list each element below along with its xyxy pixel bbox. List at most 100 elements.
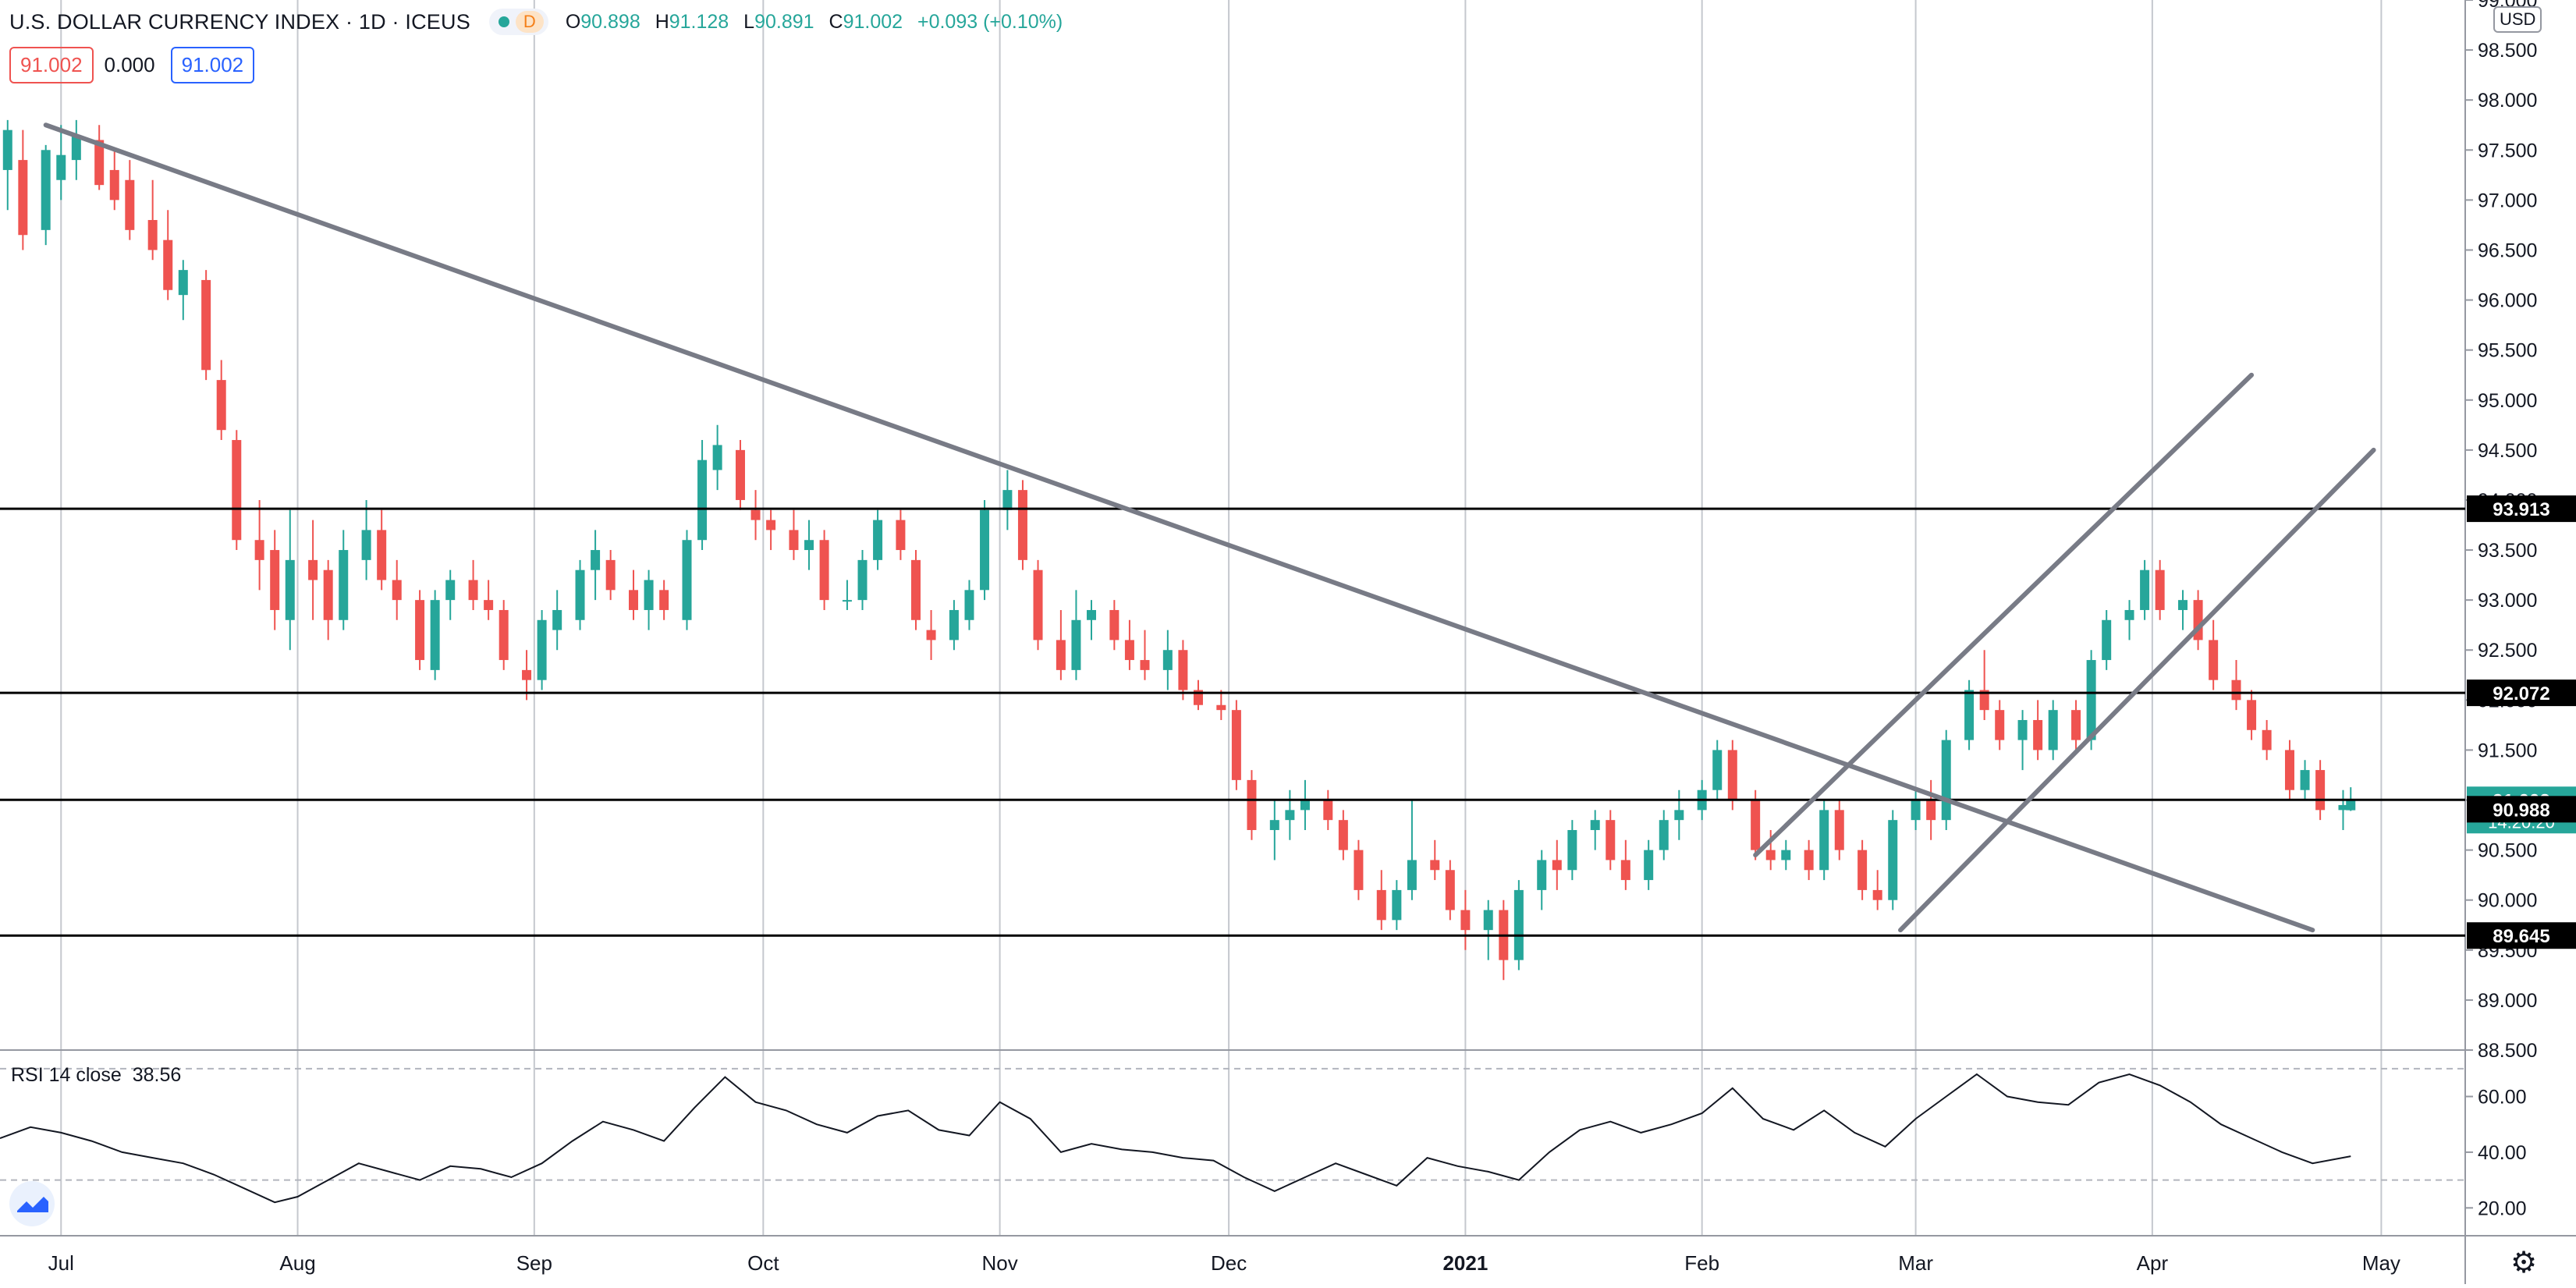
candle-body [1644,850,1654,881]
candle-body [896,520,906,551]
candle-body [1124,640,1134,661]
candle-body [147,220,158,250]
candle-body [484,600,494,610]
market-status-icon [498,16,509,27]
currency-badge[interactable]: USD [2493,6,2542,33]
candle-body [18,160,28,236]
low-label: L [743,10,755,33]
time-tick-label: Sep [516,1251,552,1275]
candle-body [1552,860,1562,871]
candle-body [1781,850,1791,860]
ohlc-values: O90.898 H91.128 L90.891 C91.002 +0.093 (… [566,11,1072,34]
candle-body [2315,770,2326,811]
candle-body [1269,820,1279,830]
candle-body [804,540,814,551]
rsi-line [0,1073,2351,1204]
price-tick-label: 95.500 [2478,340,2537,362]
candle-body [1300,800,1310,811]
candle-body [430,600,440,670]
candle-body [2338,804,2348,811]
candle-body [2048,710,2058,750]
candle-body [1751,800,1761,850]
candle-body [2124,609,2134,620]
price-tick-label: 91.500 [2478,740,2537,761]
time-tick-label: 2021 [1442,1251,1488,1275]
candle-body [392,580,402,601]
candle-body [56,154,66,180]
candle-body [1002,490,1013,510]
time-tick-label: Mar [1898,1251,1933,1275]
candle-body [1056,640,1066,670]
candle-body [819,540,829,601]
price-tick-label: 93.500 [2478,540,2537,562]
price-tick-label: 98.000 [2478,90,2537,112]
candle-body [1712,750,1723,790]
order-panel: 91.002 0.000 91.002 [9,47,265,83]
candle-body [1216,704,1226,711]
open-label: O [565,10,581,33]
candle-body [1323,800,1333,821]
candle-body [1445,870,1455,910]
time-tick-label: Feb [1684,1251,1719,1275]
buy-button[interactable]: 91.002 [170,47,255,83]
sell-button[interactable]: 91.002 [9,47,94,83]
candle-body [232,440,242,541]
candle-body [682,540,692,620]
candle-body [71,135,81,161]
time-tick-label: Apr [2137,1251,2169,1275]
time-tick-label: Dec [1211,1251,1247,1275]
price-tick-label: 96.500 [2478,240,2537,261]
level-price-label-bg [2467,679,2576,707]
candle-body [254,540,264,560]
level-price-label-bg [2467,922,2576,949]
candle-body [2033,719,2043,750]
candle-body [1430,860,1440,871]
candle-body [109,169,119,200]
candle-body [659,590,669,610]
candle-body [842,600,852,602]
candle-body [125,179,135,230]
candle-body [1162,650,1173,670]
candle-body [1513,889,1524,960]
price-tick-label: 90.500 [2478,840,2537,862]
candle-body [361,530,371,560]
candle-body [41,150,51,230]
candle-body [2155,569,2165,610]
candle-body [1376,889,1386,921]
candle-body [216,380,226,431]
level-price-label: 93.913 [2493,499,2549,520]
candle-body [926,630,936,640]
candle-body [712,445,722,470]
symbol-title[interactable]: U.S. DOLLAR CURRENCY INDEX · 1D · ICEUS [9,9,470,34]
candle-body [201,279,211,371]
candle-body [468,580,478,601]
candle-body [1285,810,1295,821]
candle-body [285,559,295,620]
candle-body [575,569,585,620]
candle-body [2231,679,2241,701]
candle-body [1483,910,1493,931]
candle-body [873,520,883,560]
candle-body [323,569,333,620]
candle-body [789,530,799,551]
candle-body [1911,800,1921,821]
status-pill[interactable]: D [488,9,548,35]
candle-body [1979,690,1989,711]
candle-body [1407,860,1417,890]
price-tick-label: 97.000 [2478,190,2537,211]
extra-price-label-bg [2467,796,2576,823]
candle-body [1674,810,1684,821]
time-tick-label: Nov [981,1251,1017,1275]
extra-price-label: 90.988 [2493,800,2549,821]
candle-body [1537,860,1547,890]
candle-body [1804,850,1814,871]
level-price-label-bg [2467,495,2576,523]
tradingview-logo-icon[interactable] [9,1181,55,1226]
settings-gear-icon[interactable]: ⚙ [2510,1247,2538,1279]
candle-body [1338,820,1348,850]
rsi-label[interactable]: RSI 14 close [11,1064,122,1086]
candle-body [2178,600,2188,610]
candle-body [1140,660,1150,670]
price-tick-label: 92.500 [2478,640,2537,662]
